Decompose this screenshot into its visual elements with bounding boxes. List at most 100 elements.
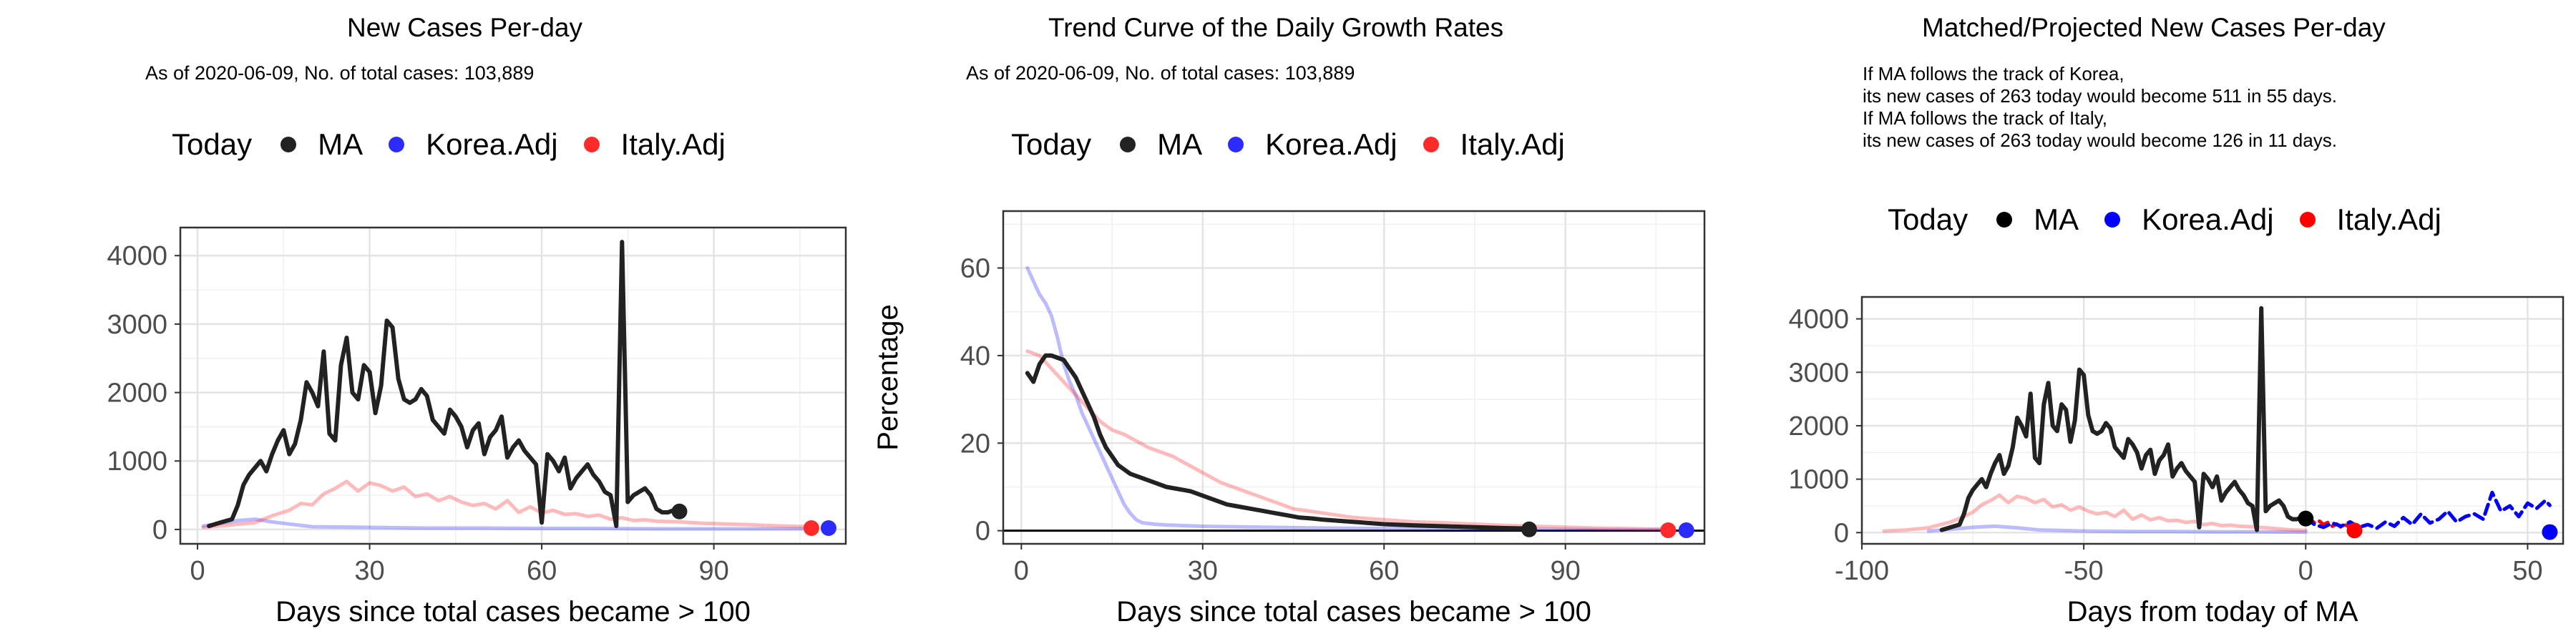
today-point-italy-adj	[1660, 522, 1677, 539]
legend-item-korea: Korea.Adj	[2104, 203, 2274, 237]
y-tick-label: 1000	[107, 447, 167, 477]
today-point-ma	[2298, 510, 2314, 527]
y-tick-label: 4000	[1788, 305, 1849, 335]
chart-subtitle: As of 2020-06-09, No. of total cases: 10…	[145, 62, 535, 84]
chart-panel-2: Trend Curve of the Daily Growth Rates As…	[859, 0, 1717, 644]
chart-legend: Today MA Korea.Adj Italy.Adj	[1888, 203, 2467, 237]
note-line: If MA follows the track of Korea,	[1863, 63, 2124, 84]
x-tick-label: 60	[527, 556, 557, 586]
plot-border	[1860, 296, 2565, 545]
y-tick-label: 2000	[107, 379, 167, 409]
series-line-korea-adj	[1025, 266, 1677, 532]
today-point-italy-adj	[803, 519, 819, 536]
x-tick-label: 0	[1014, 556, 1029, 586]
legend-item-ma: MA	[1996, 203, 2079, 237]
y-tick-label: 3000	[1788, 358, 1849, 388]
x-tick-label: 0	[2298, 556, 2313, 586]
today-point-korea-adj	[820, 519, 836, 536]
plot-growth-rates: 0 30 60 90 0 20 40 60 Days since total cases bec…	[872, 210, 1706, 628]
legend-title: Today	[1888, 203, 1968, 236]
legend-label-italy: Italy.Adj	[1460, 127, 1565, 161]
y-tick-label: 3000	[107, 310, 167, 340]
y-tick-label: 4000	[107, 241, 167, 271]
series-line-italy-adj	[1025, 349, 1670, 531]
today-point-korea-adj	[2542, 524, 2558, 540]
today-point-ma	[1521, 521, 1537, 537]
legend-dot-korea	[2104, 212, 2121, 228]
legend-dot-ma	[280, 137, 297, 152]
legend-label-korea: Korea.Adj	[1265, 127, 1397, 161]
x-tick-label: -50	[2064, 556, 2104, 586]
projection-notes: If MA follows the track of Korea, its ne…	[1863, 63, 2337, 152]
series-line-ma	[1939, 306, 2308, 532]
x-tick-label: 30	[1188, 556, 1218, 586]
x-axis-title: Days since total cases became > 100	[275, 596, 751, 628]
x-tick-label: -100	[1835, 556, 1889, 586]
y-tick-label: 0	[975, 517, 990, 547]
legend-dot-italy	[2299, 212, 2316, 228]
y-tick-label: 0	[152, 515, 167, 545]
today-point-korea-adj	[1678, 522, 1694, 539]
series-line-ma	[1025, 353, 1531, 531]
series-line-italy-adj	[1882, 493, 2308, 533]
legend-label-ma: MA	[318, 127, 364, 161]
y-tick-label: 1000	[1788, 465, 1849, 495]
note-line: its new cases of 263 today would become …	[1863, 130, 2337, 151]
legend-item-italy: Italy.Adj	[1423, 127, 1565, 162]
x-tick-label: 90	[698, 556, 728, 586]
legend-label-ma: MA	[2034, 203, 2079, 236]
plot-border	[179, 226, 847, 545]
x-tick-label: 30	[354, 556, 384, 586]
chart-title: Matched/Projected New Cases Per-day	[1922, 13, 2386, 42]
series-line-ma	[207, 240, 682, 529]
chart-title: Trend Curve of the Daily Growth Rates	[1048, 13, 1504, 42]
legend-dot-ma	[1120, 137, 1136, 152]
legend-dot-korea	[1228, 137, 1244, 152]
x-axis-title: Days since total cases became > 100	[1116, 596, 1591, 628]
legend-label-korea: Korea.Adj	[426, 127, 558, 161]
chart-legend: Today MA Korea.Adj Italy.Adj	[172, 127, 751, 162]
chart-panel-1: New Cases Per-day As of 2020-06-09, No. …	[0, 0, 859, 644]
legend-label-italy: Italy.Adj	[620, 127, 726, 161]
chart-panel-3: Matched/Projected New Cases Per-day If M…	[1717, 0, 2576, 644]
y-tick-label: 0	[1834, 518, 1849, 548]
legend-item-ma: MA	[1120, 127, 1202, 162]
legend-label-italy: Italy.Adj	[2336, 203, 2441, 236]
x-tick-label: 50	[2512, 556, 2542, 586]
legend-item-italy: Italy.Adj	[583, 127, 726, 162]
legend-item-italy: Italy.Adj	[2299, 203, 2441, 237]
legend-label-ma: MA	[1157, 127, 1203, 161]
legend-dot-italy	[583, 137, 600, 152]
legend-title: Today	[1011, 127, 1092, 161]
today-point-ma	[671, 503, 688, 519]
series-line-korea-adj	[1926, 524, 2308, 535]
note-line: its new cases of 263 today would become …	[1863, 85, 2337, 107]
note-line: If MA follows the track of Italy,	[1863, 107, 2107, 129]
legend-item-ma: MA	[280, 127, 363, 162]
legend-item-korea: Korea.Adj	[389, 127, 558, 162]
legend-title: Today	[172, 127, 253, 161]
chart-legend: Today MA Korea.Adj Italy.Adj	[1011, 127, 1591, 162]
y-tick-label: 60	[960, 254, 990, 284]
legend-label-korea: Korea.Adj	[2142, 203, 2274, 236]
series-line-korea-adj	[201, 517, 819, 531]
x-tick-label: 90	[1551, 556, 1581, 586]
y-tick-label: 40	[960, 341, 990, 371]
chart-title: New Cases Per-day	[347, 13, 583, 42]
y-tick-label: 20	[960, 429, 990, 459]
y-tick-label: 2000	[1788, 411, 1849, 441]
today-point-italy-adj	[2346, 522, 2363, 539]
series-line-italy-adj	[201, 479, 814, 530]
y-axis-title: Percentage	[872, 304, 904, 451]
legend-item-korea: Korea.Adj	[1228, 127, 1397, 162]
x-tick-label: 0	[190, 556, 205, 586]
series-line-korea-adj-projection	[2303, 490, 2552, 530]
legend-dot-korea	[389, 137, 405, 152]
chart-subtitle: As of 2020-06-09, No. of total cases: 10…	[966, 62, 1355, 84]
plot-new-cases: 0 30 60 90 0 1000 2000 3000 4000 Days since total…	[107, 226, 847, 628]
legend-dot-ma	[1996, 212, 2013, 228]
x-axis-title: Days from today of MA	[2067, 596, 2358, 628]
plot-border	[1002, 210, 1706, 545]
legend-dot-italy	[1423, 137, 1439, 152]
